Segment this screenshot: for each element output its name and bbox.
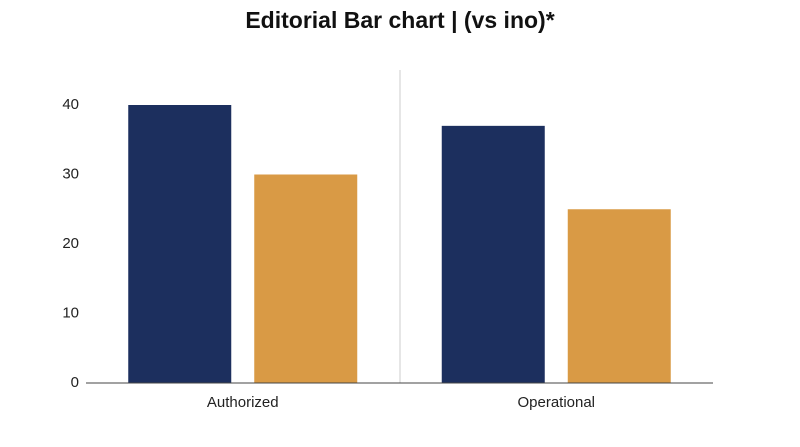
y-tick-label: 10: [62, 304, 79, 321]
bar: [128, 105, 232, 383]
y-tick-label: 0: [71, 374, 79, 391]
bar: [441, 125, 545, 383]
y-tick-label: 30: [62, 165, 79, 182]
y-tick-label: 40: [62, 96, 79, 113]
chart-title: Editorial Bar chart | (vs ino)*: [245, 7, 554, 33]
bar: [254, 174, 358, 383]
x-tick-label: Authorized: [207, 394, 279, 411]
bar: [567, 209, 671, 383]
y-tick-label: 20: [62, 235, 79, 252]
x-tick-label: Operational: [517, 394, 595, 411]
